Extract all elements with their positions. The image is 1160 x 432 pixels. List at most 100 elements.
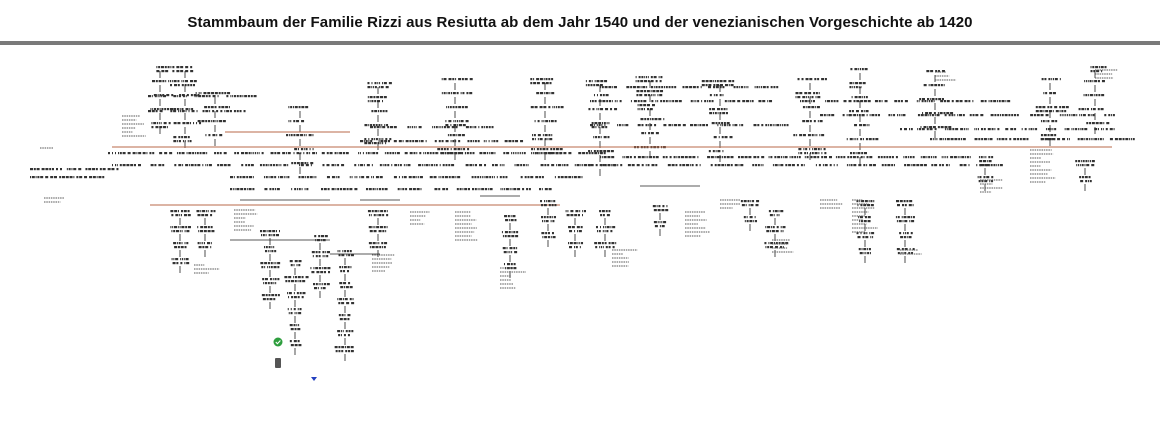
tree-node-glyph [250, 95, 253, 98]
tree-node-glyph [660, 100, 663, 103]
tree-node-glyph [796, 164, 799, 167]
tree-node-glyph [723, 108, 726, 111]
tree-node-glyph [870, 200, 873, 203]
tree-node-glyph [326, 164, 330, 167]
tree-person-node [569, 246, 581, 249]
tree-node-glyph [445, 152, 447, 155]
tree-person-node [288, 312, 302, 315]
tree-node-glyph [900, 100, 903, 103]
tree-node-glyph [757, 164, 760, 167]
tree-node-glyph [606, 214, 610, 217]
tree-node-glyph [909, 128, 910, 131]
tree-node-glyph [286, 134, 289, 137]
tree-node-glyph [170, 80, 172, 83]
tree-person-node [503, 152, 526, 155]
tree-node-glyph [1014, 114, 1017, 117]
tree-node-glyph [719, 86, 722, 89]
tree-node-glyph [530, 176, 534, 179]
tree-node-glyph [461, 148, 463, 151]
tree-node-glyph [745, 86, 747, 89]
tree-node-glyph [939, 112, 943, 115]
tree-node-glyph [828, 156, 832, 159]
tree-node-glyph [354, 164, 357, 167]
tree-node-glyph [297, 296, 300, 299]
tree-node-glyph [560, 106, 564, 109]
tree-person-node [259, 230, 280, 233]
tree-node-glyph [266, 230, 268, 233]
tree-person-node [637, 124, 657, 127]
tree-node-glyph [341, 350, 344, 353]
tree-node-glyph [585, 84, 587, 87]
tree-node-glyph [514, 164, 516, 167]
tree-node-glyph [716, 84, 720, 87]
tree-node-glyph [774, 124, 776, 127]
tree-node-glyph [943, 84, 945, 87]
tree-node-glyph [337, 298, 339, 301]
tree-node-glyph [697, 156, 699, 159]
tree-node-glyph [331, 164, 335, 167]
tree-node-glyph [870, 236, 872, 239]
tree-node-glyph [383, 82, 387, 85]
tree-node-glyph [594, 80, 596, 83]
tree-node-glyph [933, 112, 936, 115]
tree-node-glyph [370, 152, 372, 155]
tree-node-glyph [717, 112, 719, 115]
tree-node-glyph [866, 156, 869, 159]
tree-node-glyph [287, 152, 291, 155]
tree-node-glyph [927, 100, 929, 103]
tree-node-glyph [900, 128, 902, 131]
tree-node-glyph [305, 276, 309, 279]
tree-node-glyph [721, 164, 725, 167]
tree-node-glyph [661, 209, 665, 212]
tree-node-glyph [305, 106, 309, 109]
tree-person-node [663, 124, 686, 127]
tree-node-glyph [464, 106, 468, 109]
tree-node-glyph [151, 110, 155, 113]
tree-node-glyph [262, 230, 266, 233]
tree-node-glyph [921, 128, 925, 131]
tree-node-glyph [868, 138, 872, 141]
tree-node-glyph [449, 106, 452, 109]
tree-node-glyph [344, 314, 346, 317]
tree-node-glyph [296, 162, 300, 165]
tree-node-glyph [461, 106, 464, 109]
tree-node-glyph [1103, 122, 1105, 125]
tree-person-node [195, 92, 231, 95]
tree-node-glyph [290, 308, 292, 311]
tree-node-glyph [762, 164, 764, 167]
tree-node-glyph [599, 226, 601, 229]
tree-node-glyph [843, 156, 846, 159]
tree-node-glyph [647, 118, 650, 121]
tree-node-glyph [289, 260, 293, 263]
tree-node-glyph [373, 126, 376, 129]
tree-node-glyph [714, 164, 717, 167]
tree-node-glyph [849, 86, 852, 89]
tree-node-glyph [534, 138, 536, 141]
tree-node-glyph [472, 126, 474, 129]
tree-node-glyph [665, 100, 668, 103]
tree-node-glyph [920, 126, 922, 129]
tree-node-glyph [1099, 122, 1103, 125]
tree-node-glyph [248, 152, 251, 155]
tree-node-glyph [367, 86, 371, 89]
tree-node-glyph [711, 108, 715, 111]
tree-node-glyph [481, 126, 484, 129]
tree-node-glyph [158, 122, 160, 125]
tree-node-glyph [981, 164, 984, 167]
tree-node-glyph [863, 252, 865, 255]
tree-person-node [369, 230, 387, 233]
tree-node-glyph [268, 230, 272, 233]
tree-node-glyph [200, 230, 204, 233]
tree-node-glyph [362, 152, 364, 155]
tree-node-glyph [987, 138, 989, 141]
tree-node-glyph [932, 156, 934, 159]
tree-node-glyph [273, 262, 275, 265]
tree-person-node [220, 110, 246, 113]
tree-node-glyph [450, 148, 452, 151]
tree-person-node [835, 156, 873, 159]
tree-node-glyph [858, 164, 862, 167]
tree-node-glyph [999, 164, 1003, 167]
tree-node-glyph [274, 152, 277, 155]
tree-person-node [565, 210, 587, 213]
tree-node-glyph [759, 86, 761, 89]
